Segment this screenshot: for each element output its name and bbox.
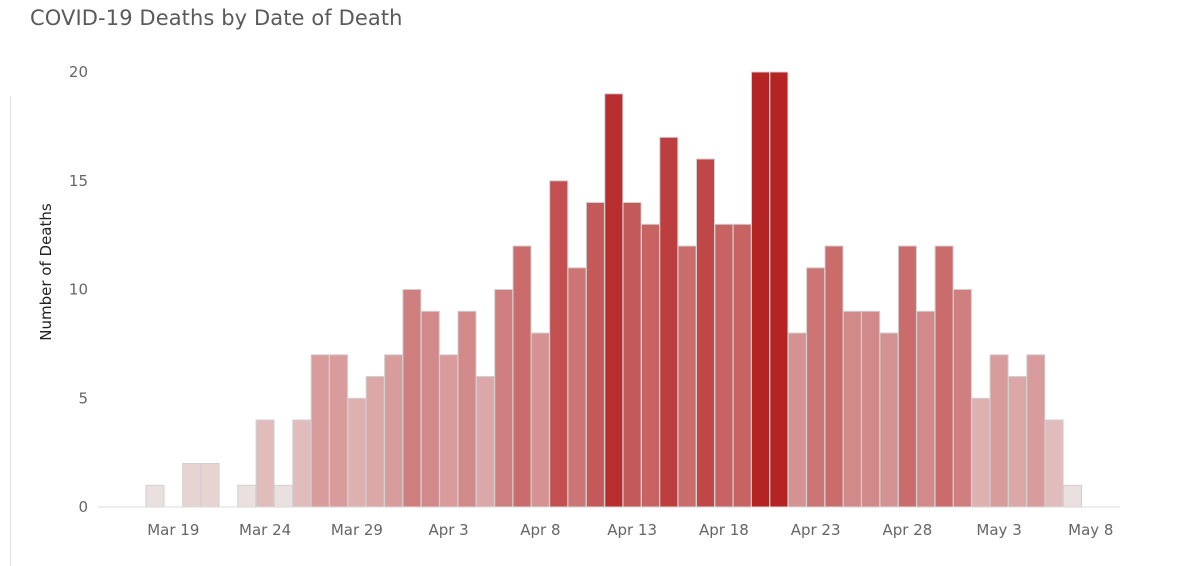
- bar-apr-21[interactable]: [769, 71, 789, 508]
- bar-apr-13[interactable]: [622, 202, 642, 508]
- bar-apr-19[interactable]: [732, 223, 752, 508]
- bar-apr-22[interactable]: [787, 332, 807, 508]
- bar-mar-26[interactable]: [292, 419, 312, 508]
- bar-may-6[interactable]: [1044, 419, 1064, 508]
- bar-apr-10[interactable]: [567, 267, 587, 508]
- x-tick-label: Apr 28: [882, 521, 932, 539]
- y-tick-label: 20: [69, 63, 88, 81]
- bar-mar-28[interactable]: [329, 354, 348, 508]
- bar-mar-25[interactable]: [273, 484, 293, 508]
- bar-apr-12[interactable]: [604, 93, 624, 508]
- bar-apr-6[interactable]: [494, 289, 514, 508]
- y-tick-label: 0: [78, 498, 88, 516]
- chart-title: COVID-19 Deaths by Date of Death: [30, 6, 403, 30]
- bar-apr-27[interactable]: [879, 332, 899, 508]
- x-tick-label: Mar 24: [239, 521, 291, 539]
- bar-mar-18[interactable]: [145, 484, 165, 508]
- bar-mar-29[interactable]: [347, 397, 367, 508]
- bar-apr-9[interactable]: [549, 180, 569, 508]
- bar-may-4[interactable]: [1008, 376, 1027, 508]
- bar-may-5[interactable]: [1026, 354, 1046, 508]
- bar-apr-30[interactable]: [934, 245, 954, 508]
- bar-apr-2[interactable]: [420, 310, 440, 508]
- x-tick-label: Apr 13: [607, 521, 657, 539]
- y-tick-label: 5: [78, 389, 88, 407]
- bar-may-3[interactable]: [989, 354, 1009, 508]
- bar-may-2[interactable]: [971, 397, 991, 508]
- y-tick-label: 15: [69, 172, 88, 190]
- bar-mar-30[interactable]: [365, 376, 385, 508]
- x-tick-label: Apr 3: [428, 521, 468, 539]
- bar-apr-8[interactable]: [530, 332, 550, 508]
- bar-mar-23[interactable]: [237, 484, 257, 508]
- bar-apr-1[interactable]: [402, 289, 422, 508]
- bar-apr-14[interactable]: [641, 223, 660, 508]
- bar-apr-18[interactable]: [714, 223, 734, 508]
- bar-mar-21[interactable]: [200, 463, 220, 508]
- bar-apr-17[interactable]: [696, 158, 715, 508]
- bar-mar-20[interactable]: [182, 463, 202, 508]
- bar-apr-24[interactable]: [824, 245, 844, 508]
- bar-mar-27[interactable]: [310, 354, 330, 508]
- left-divider: [10, 96, 11, 566]
- bar-apr-4[interactable]: [457, 310, 477, 508]
- x-tick-label: Mar 29: [331, 521, 383, 539]
- bar-apr-26[interactable]: [861, 310, 881, 508]
- bar-mar-31[interactable]: [384, 354, 404, 508]
- x-tick-label: Apr 8: [520, 521, 560, 539]
- bar-apr-3[interactable]: [439, 354, 459, 508]
- bar-apr-20[interactable]: [751, 71, 770, 508]
- x-tick-label: Apr 18: [699, 521, 749, 539]
- bar-apr-16[interactable]: [677, 245, 697, 508]
- bar-apr-15[interactable]: [659, 136, 679, 508]
- x-tick-label: May 8: [1068, 521, 1113, 539]
- bar-apr-7[interactable]: [512, 245, 532, 508]
- bar-mar-24[interactable]: [255, 419, 275, 508]
- bar-apr-25[interactable]: [842, 310, 862, 508]
- bar-apr-11[interactable]: [585, 202, 605, 508]
- bar-may-7[interactable]: [1063, 484, 1082, 508]
- bar-may-1[interactable]: [952, 289, 972, 508]
- x-tick-label: May 3: [976, 521, 1021, 539]
- y-tick-label: 10: [69, 281, 88, 299]
- bar-apr-29[interactable]: [916, 310, 936, 508]
- bar-apr-5[interactable]: [475, 376, 495, 508]
- x-tick-label: Apr 23: [791, 521, 841, 539]
- x-tick-label: Mar 19: [147, 521, 199, 539]
- bar-apr-23[interactable]: [806, 267, 826, 508]
- bar-apr-28[interactable]: [897, 245, 917, 508]
